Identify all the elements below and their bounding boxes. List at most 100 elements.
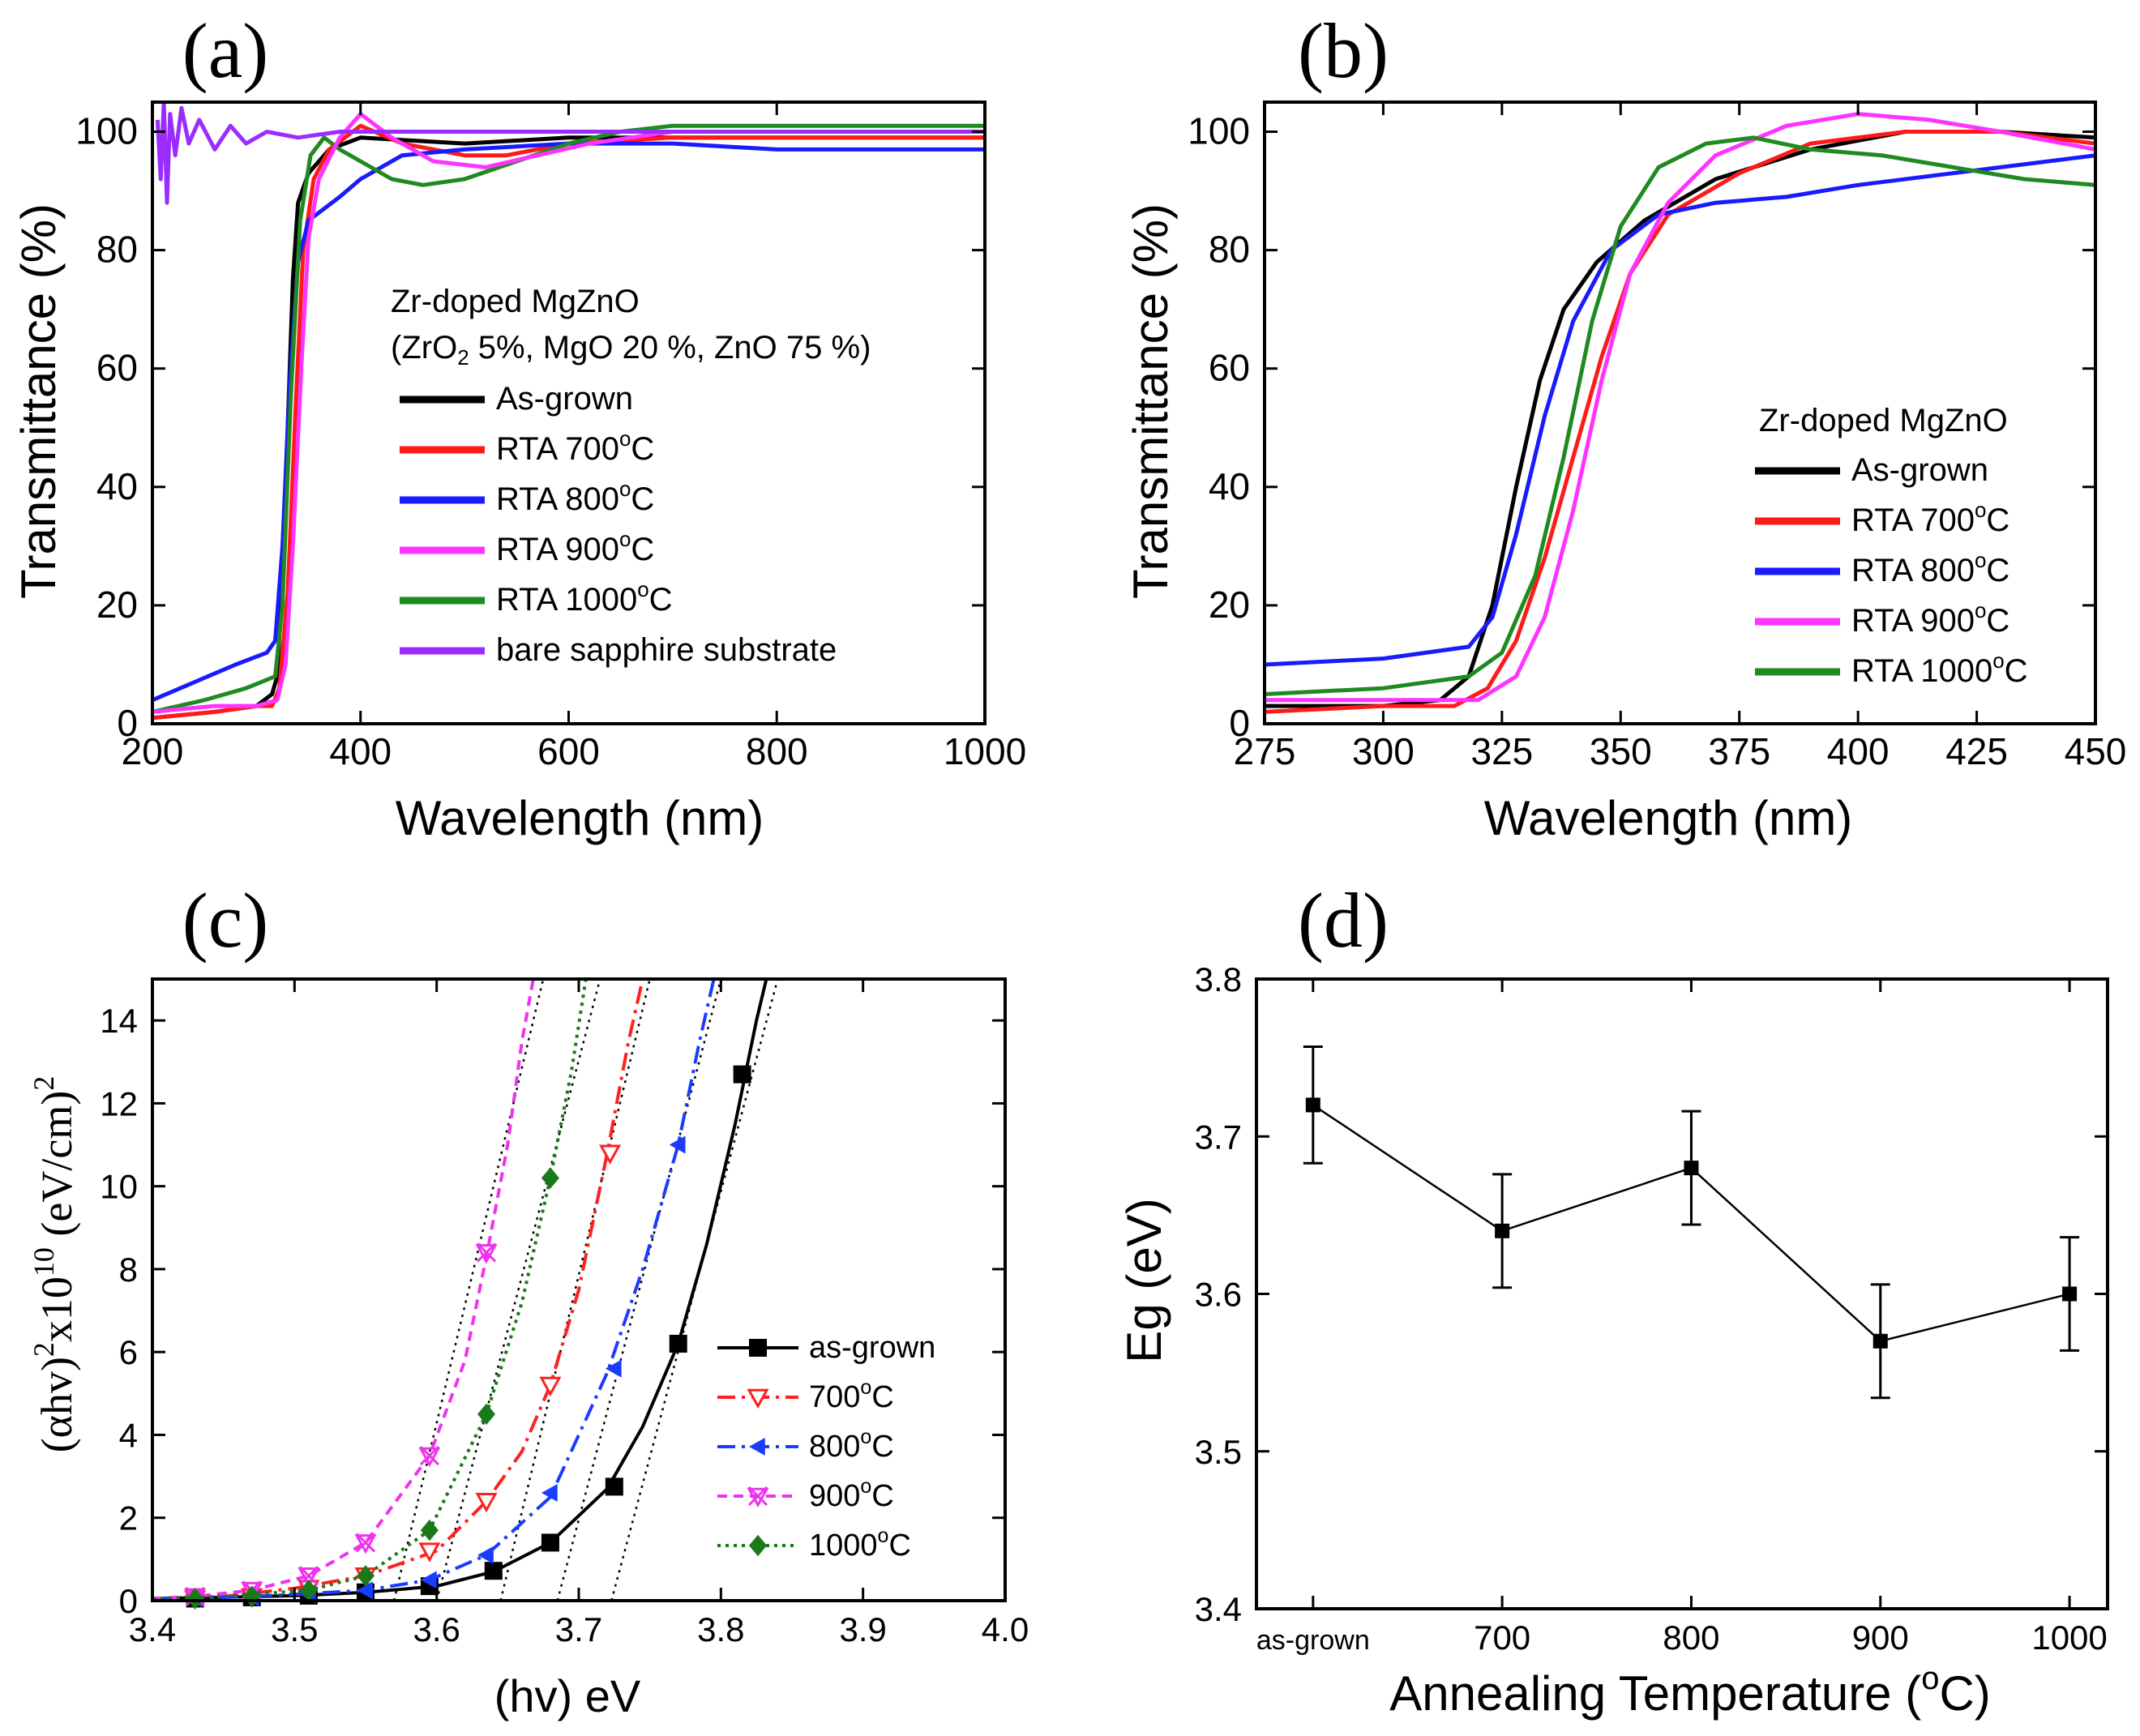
panel-d-ytick-label: 3.6 bbox=[1195, 1276, 1242, 1314]
panel-d-xtick-label: 1000 bbox=[2031, 1618, 2107, 1657]
panel-d-xtick-label: 900 bbox=[1852, 1618, 1909, 1657]
panel-d-ytick-label: 3.5 bbox=[1195, 1433, 1242, 1471]
panel-b-xtick-label: 300 bbox=[1352, 730, 1415, 772]
panel-a-xlabel: Wavelength (nm) bbox=[396, 791, 764, 845]
panel-a-xtick-label: 400 bbox=[329, 730, 392, 772]
panel-c-marker bbox=[475, 1242, 498, 1264]
panel-b-xtick-label: 375 bbox=[1708, 730, 1770, 772]
panel-c-marker bbox=[418, 1445, 441, 1468]
panel-c-xtick-label: 3.7 bbox=[555, 1610, 602, 1648]
panel-a-ytick-label: 20 bbox=[96, 584, 138, 626]
panel-b-ylabel: Transmittance (%) bbox=[1124, 203, 1178, 599]
panel-d-ylabel: Eg (eV) bbox=[1117, 1198, 1171, 1362]
panel-c-series-line bbox=[152, 979, 644, 1601]
panel-c-series-line bbox=[152, 979, 588, 1601]
panel-d-data-point bbox=[2062, 1286, 2078, 1302]
panel-c-legend-marker bbox=[747, 1486, 769, 1508]
panel-a-xtick-label: 1000 bbox=[944, 730, 1026, 772]
panel-c-marker bbox=[605, 1477, 623, 1496]
panel-c-legend-label: 800oC bbox=[809, 1426, 894, 1464]
panel-b-ytick-label: 80 bbox=[1209, 229, 1250, 271]
panel-c-marker-x2 bbox=[419, 1445, 439, 1466]
panel-c-legend-label: 700oC bbox=[809, 1376, 894, 1414]
panel-c-marker bbox=[605, 1359, 622, 1378]
panel-c-marker bbox=[299, 1580, 318, 1601]
panel-c-marker-x2 bbox=[298, 1566, 319, 1586]
panel-c-marker bbox=[475, 1492, 498, 1513]
panel-b-legend-label: RTA 1000oC bbox=[1851, 648, 2028, 689]
panel-c-xtick-label: 3.8 bbox=[697, 1610, 744, 1648]
panel-b-xtick-label: 400 bbox=[1827, 730, 1890, 772]
panel-d-xtick-label: 700 bbox=[1474, 1618, 1530, 1657]
panel-a-legend-label: RTA 1000oC bbox=[496, 577, 673, 618]
panel-c-legend-label: 900oC bbox=[809, 1475, 894, 1513]
panel-b-ytick-label: 60 bbox=[1209, 347, 1250, 389]
panel-c-tangent-line bbox=[499, 979, 651, 1601]
panel-a-legend-subtitle: (ZrO2 5%, MgO 20 %, ZnO 75 %) bbox=[391, 330, 871, 370]
panel-c-xtick-label: 4.0 bbox=[982, 1610, 1029, 1648]
panel-d-ytick-label: 3.4 bbox=[1195, 1590, 1242, 1628]
panel-a: (a) Wavelength (nm) Transmittance (%) Zr… bbox=[11, 7, 1026, 845]
panel-c-tangent-line bbox=[556, 979, 722, 1601]
panel-b-legend-label: RTA 800oC bbox=[1851, 548, 2009, 588]
panel-a-legend-title: Zr-doped MgZnO bbox=[391, 284, 640, 319]
panel-c-marker-x2 bbox=[355, 1533, 376, 1553]
panel-c-marker-tri bbox=[297, 1567, 320, 1588]
panel-a-label: (a) bbox=[182, 7, 269, 94]
panel-c-marker bbox=[669, 1135, 686, 1154]
panel-a-ytick-label: 40 bbox=[96, 465, 138, 507]
panel-b-ytick-label: 100 bbox=[1188, 110, 1250, 152]
panel-c-marker bbox=[541, 1484, 558, 1503]
panel-c-marker bbox=[297, 1566, 320, 1588]
panel-b-series-line bbox=[1265, 153, 2095, 667]
panel-c-xtick-label: 3.9 bbox=[839, 1610, 886, 1648]
panel-d-label: (d) bbox=[1298, 877, 1389, 964]
panel-c-marker bbox=[733, 1065, 751, 1084]
panel-c-ytick-label: 10 bbox=[100, 1168, 138, 1206]
panel-d-xlabel: Annealing Temperature (oC) bbox=[1389, 1661, 1991, 1721]
panel-d-data-point bbox=[1305, 1097, 1320, 1113]
panel-d-xtick-label: as-grown bbox=[1256, 1625, 1370, 1656]
panel-c-legend-marker bbox=[747, 1388, 769, 1409]
panel-c-marker bbox=[484, 1562, 503, 1580]
panel-b-ytick-label: 40 bbox=[1209, 465, 1250, 507]
panel-c-marker-tri bbox=[475, 1244, 498, 1264]
panel-a-xtick-label: 600 bbox=[537, 730, 600, 772]
panel-c-marker bbox=[669, 1334, 687, 1353]
panel-a-xtick-label: 200 bbox=[122, 730, 184, 772]
panel-c-marker-tri bbox=[418, 1447, 441, 1468]
panel-d-data-point bbox=[1684, 1161, 1699, 1176]
panel-c-label: (c) bbox=[182, 877, 269, 964]
panel-c-marker bbox=[477, 1546, 494, 1564]
panel-a-series-line bbox=[152, 141, 985, 703]
panel-a-ytick-label: 60 bbox=[96, 347, 138, 389]
panel-b-xtick-label: 425 bbox=[1945, 730, 2008, 772]
panel-b-ytick-label: 0 bbox=[1229, 702, 1250, 744]
panel-b-plot-frame bbox=[1263, 100, 2097, 725]
panel-d-data-point bbox=[1872, 1333, 1888, 1349]
panel-a-legend-label: As-grown bbox=[496, 381, 633, 417]
panel-b-xtick-label: 450 bbox=[2065, 730, 2127, 772]
panel-b: (b) Wavelength (nm) Transmittance (%) Zr… bbox=[1124, 7, 2126, 845]
panel-c-legend-label: 1000oC bbox=[809, 1524, 911, 1563]
panel-c-ytick-label: 6 bbox=[119, 1333, 138, 1371]
panel-c-xtick-label: 3.5 bbox=[271, 1610, 318, 1648]
panel-c-xtick-label: 3.4 bbox=[129, 1610, 176, 1648]
panel-c-marker bbox=[599, 1144, 622, 1165]
panel-c-marker bbox=[357, 1565, 374, 1587]
panel-c-legend-marker bbox=[749, 1339, 767, 1357]
panel-a-ytick-label: 100 bbox=[75, 110, 138, 152]
panel-c-marker bbox=[186, 1588, 204, 1610]
panel-a-legend-label: RTA 800oC bbox=[496, 477, 654, 517]
panel-c-ytick-label: 0 bbox=[119, 1582, 138, 1620]
panel-c-ytick-label: 14 bbox=[100, 1002, 138, 1040]
panel-c-marker bbox=[477, 1403, 496, 1426]
panel-b-ytick-label: 20 bbox=[1209, 584, 1250, 626]
panel-b-label: (b) bbox=[1298, 7, 1389, 94]
panel-c-series-line bbox=[152, 979, 716, 1601]
panel-c-marker bbox=[420, 1571, 437, 1589]
panel-c: (c) (hv) eV (αhv)2x1010 (eV/cm)2 3.4 3.5 3… bbox=[28, 877, 1029, 1721]
panel-c-legend-marker bbox=[749, 1438, 765, 1456]
panel-c-series-line bbox=[152, 979, 535, 1601]
